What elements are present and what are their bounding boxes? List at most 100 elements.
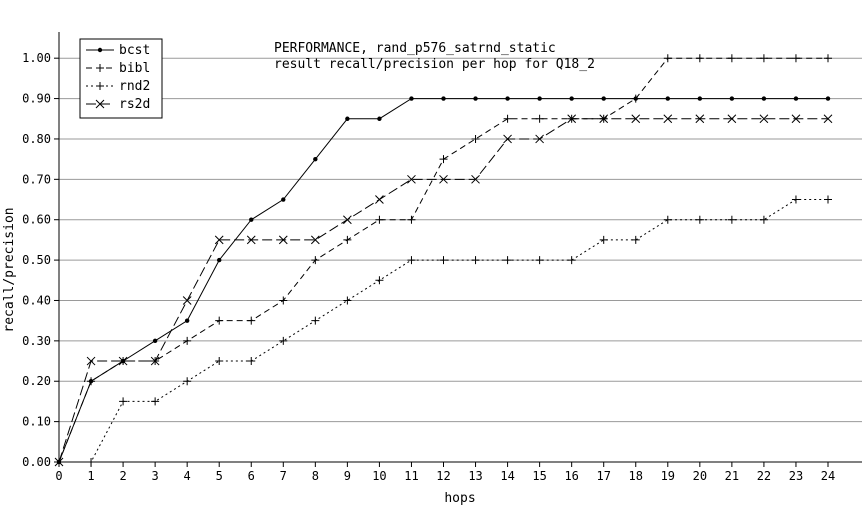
- x-tick-label: 23: [789, 469, 803, 483]
- data-point-rs2d: [823, 114, 833, 124]
- data-point-rs2d: [599, 114, 609, 124]
- x-tick-label: 12: [436, 469, 450, 483]
- data-point-bibl: [535, 114, 544, 123]
- data-point-rnd2: [439, 256, 448, 265]
- data-point-bibl: [279, 296, 288, 305]
- legend-label-rnd2: rnd2: [119, 79, 150, 94]
- data-point-bcst: [184, 318, 190, 323]
- legend-marker-bibl: [96, 64, 104, 72]
- data-point-bibl: [471, 134, 480, 143]
- data-point-bcst: [409, 96, 414, 101]
- data-point-rnd2: [503, 256, 512, 265]
- data-point-rnd2: [599, 235, 608, 244]
- data-point-bcst: [825, 96, 831, 101]
- y-axis-label: recall/precision: [2, 207, 17, 332]
- x-tick-label: 24: [821, 469, 835, 483]
- data-point-bibl: [824, 54, 832, 63]
- data-point-rnd2: [311, 316, 320, 325]
- data-point-rs2d: [150, 356, 160, 366]
- data-point-bibl: [343, 235, 352, 244]
- data-point-bcst: [441, 96, 446, 101]
- data-point-bibl: [439, 155, 448, 164]
- data-point-rs2d: [727, 114, 737, 124]
- data-point-rnd2: [151, 397, 160, 406]
- x-tick-label: 10: [372, 469, 386, 483]
- x-tick-label: 5: [216, 469, 223, 483]
- data-point-rnd2: [824, 195, 832, 204]
- data-point-bcst: [793, 96, 799, 101]
- x-tick-label: 2: [119, 469, 126, 483]
- legend-label-rs2d: rs2d: [119, 97, 150, 112]
- x-tick-label: 13: [468, 469, 482, 483]
- x-tick-label: 21: [725, 469, 739, 483]
- x-tick-label: 8: [312, 469, 319, 483]
- data-point-rnd2: [567, 256, 576, 265]
- x-tick-label: 16: [564, 469, 578, 483]
- data-point-rnd2: [695, 215, 704, 224]
- data-point-bibl: [727, 54, 736, 63]
- legend-marker-bcst: [97, 47, 103, 53]
- data-point-rnd2: [471, 256, 480, 265]
- x-tick-label: 3: [152, 469, 159, 483]
- legend-marker-rs2d: [95, 99, 105, 109]
- data-point-rs2d: [503, 134, 512, 144]
- x-tick-label: 7: [280, 469, 287, 483]
- data-point-bibl: [407, 215, 416, 224]
- data-point-rs2d: [118, 356, 128, 366]
- x-tick-label: 9: [344, 469, 351, 483]
- y-tick-label: 1.00: [22, 51, 51, 65]
- data-point-bibl: [311, 256, 320, 265]
- data-point-rnd2: [279, 336, 288, 345]
- legend-label-bibl: bibl: [119, 61, 150, 76]
- data-point-rs2d: [246, 235, 256, 245]
- data-point-bibl: [183, 336, 192, 345]
- data-point-bcst: [537, 96, 542, 101]
- data-point-bibl: [695, 54, 704, 63]
- data-point-rnd2: [663, 215, 672, 224]
- data-point-bcst: [217, 257, 222, 263]
- data-point-bcst: [249, 217, 254, 222]
- x-tick-label: 15: [532, 469, 546, 483]
- y-tick-label: 0.60: [22, 213, 51, 227]
- x-tick-label: 19: [661, 469, 675, 483]
- data-point-bibl: [631, 94, 640, 103]
- x-tick-label: 6: [248, 469, 255, 483]
- y-tick-label: 0.20: [22, 374, 51, 388]
- data-point-rnd2: [759, 215, 768, 224]
- data-point-rs2d: [310, 235, 320, 245]
- chart-subtitle: result recall/precision per hop for Q18_…: [274, 57, 595, 72]
- data-point-rnd2: [215, 357, 224, 366]
- data-point-rnd2: [87, 458, 96, 466]
- data-point-bibl: [375, 215, 384, 224]
- data-point-bcst: [152, 338, 158, 344]
- data-point-rs2d: [471, 174, 480, 184]
- data-point-rnd2: [183, 377, 192, 386]
- series-rnd2: [55, 195, 832, 466]
- data-point-rnd2: [119, 397, 128, 406]
- data-point-bcst: [281, 197, 286, 202]
- data-point-rs2d: [791, 114, 801, 124]
- x-tick-label: 18: [629, 469, 643, 483]
- data-point-bcst: [665, 96, 670, 101]
- data-point-bcst: [761, 96, 767, 101]
- data-point-rs2d: [278, 235, 288, 245]
- y-tick-label: 0.40: [22, 293, 51, 307]
- x-tick-label: 1: [87, 469, 94, 483]
- data-point-bcst: [505, 96, 510, 101]
- series-rs2d: [54, 114, 833, 467]
- data-point-rs2d: [407, 174, 416, 184]
- y-tick-label: 0.80: [22, 132, 51, 146]
- data-point-bibl: [791, 54, 800, 63]
- y-tick-label: 0.00: [22, 455, 51, 469]
- series-line-bcst: [58, 98, 828, 463]
- data-point-rs2d: [54, 457, 64, 467]
- x-tick-label: 22: [757, 469, 771, 483]
- series-line-rs2d: [58, 118, 828, 463]
- data-point-rs2d: [214, 235, 224, 245]
- legend: bcst bibl rnd2 rs2d: [79, 38, 163, 119]
- legend-marker-rnd2: [96, 82, 104, 90]
- data-point-bibl: [663, 54, 672, 63]
- x-tick-label: 0: [55, 469, 62, 483]
- data-point-rs2d: [567, 114, 577, 124]
- data-point-rs2d: [375, 195, 384, 204]
